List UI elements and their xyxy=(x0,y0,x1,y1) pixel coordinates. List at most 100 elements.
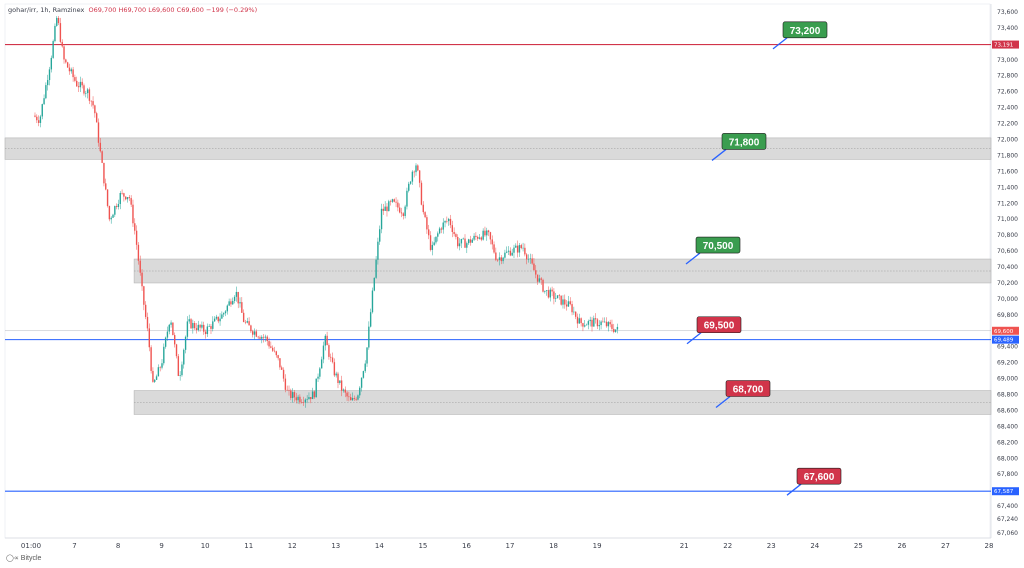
candle-down xyxy=(143,286,145,305)
candle-down xyxy=(551,289,553,292)
price-axis-tag-label: 69,489 xyxy=(994,338,1014,344)
x-tick-label: 7 xyxy=(72,542,76,550)
candle-up xyxy=(527,258,530,260)
candle-down xyxy=(146,316,149,329)
candle-down xyxy=(195,328,198,331)
candle-up xyxy=(435,236,437,243)
candle-up xyxy=(604,321,606,323)
candle-down xyxy=(451,225,454,232)
symbol-label: gohar/irr, 1h, Ramzinex xyxy=(8,6,85,14)
candle-down xyxy=(446,221,448,222)
candle-up xyxy=(208,326,210,327)
candle-down xyxy=(72,69,74,78)
x-tick-label: 8 xyxy=(116,542,120,550)
candle-down xyxy=(611,324,613,329)
candle-down xyxy=(426,217,428,230)
candle-down xyxy=(353,397,356,399)
candle-up xyxy=(186,321,189,337)
candle-up xyxy=(544,290,546,292)
candle-up xyxy=(466,243,468,248)
candle-down xyxy=(495,252,497,260)
candle-up xyxy=(357,395,359,400)
candle-down xyxy=(564,299,566,305)
candle-down xyxy=(259,337,261,339)
candle-up xyxy=(264,336,267,338)
candle-up xyxy=(235,291,238,297)
candle-up xyxy=(317,376,319,379)
candle-down xyxy=(95,113,98,123)
price-axis-tag-label: 73,191 xyxy=(994,43,1013,49)
y-tick-label: 71,400 xyxy=(997,184,1018,191)
candle-down xyxy=(330,356,332,358)
candle-up xyxy=(391,199,394,202)
y-tick-label: 71,000 xyxy=(997,216,1018,223)
candle-up xyxy=(168,324,170,332)
candle-up xyxy=(45,85,47,99)
candle-up xyxy=(342,389,345,391)
candle-down xyxy=(418,170,421,183)
candle-up xyxy=(473,235,475,240)
candle-up xyxy=(555,298,557,299)
watermark-text: Bitycle xyxy=(20,555,42,562)
x-tick-label: 27 xyxy=(941,542,950,550)
candle-up xyxy=(192,322,194,329)
watermark: ◯∝ Bitycle xyxy=(6,554,41,562)
candle-down xyxy=(496,259,499,261)
candle-up xyxy=(52,41,54,58)
candle-up xyxy=(233,296,236,301)
candle-up xyxy=(339,380,341,383)
candle-up xyxy=(351,397,354,401)
candle-down xyxy=(516,245,519,253)
candle-up xyxy=(219,318,221,322)
candle-down xyxy=(596,319,599,327)
candle-up xyxy=(315,378,317,398)
candle-down xyxy=(400,212,403,214)
candle-down xyxy=(349,397,352,401)
candle-down xyxy=(63,46,65,60)
candle-up xyxy=(518,245,521,253)
candle-up xyxy=(600,321,602,326)
candle-up xyxy=(360,377,363,388)
candle-down xyxy=(123,193,125,197)
candle-down xyxy=(509,250,512,256)
candle-up xyxy=(498,257,501,261)
candle-down xyxy=(301,402,303,403)
price-axis-tag xyxy=(992,487,1019,496)
level-label-text: 71,800 xyxy=(729,137,760,148)
candle-down xyxy=(282,369,285,379)
candle-up xyxy=(126,197,129,200)
y-tick-label: 67,800 xyxy=(997,471,1018,478)
candle-down xyxy=(281,367,283,370)
candle-up xyxy=(206,326,209,335)
candle-down xyxy=(348,396,350,398)
x-tick-label: 01:00 xyxy=(21,542,41,550)
candle-down xyxy=(159,367,161,368)
candle-down xyxy=(558,295,561,296)
x-tick-label: 12 xyxy=(288,542,297,550)
candle-up xyxy=(179,375,181,376)
candle-up xyxy=(157,367,160,377)
candle-down xyxy=(531,258,533,264)
candle-up xyxy=(573,311,575,313)
candle-down xyxy=(210,326,212,329)
candle-down xyxy=(273,350,276,352)
level-pointer-line xyxy=(686,332,702,345)
candle-down xyxy=(469,239,472,243)
candle-up xyxy=(598,325,600,327)
candle-down xyxy=(177,356,180,376)
candle-up xyxy=(380,208,383,230)
candle-up xyxy=(584,325,586,327)
x-tick-label: 11 xyxy=(244,542,253,550)
candle-up xyxy=(232,300,234,305)
candle-up xyxy=(119,192,121,204)
level-label-text: 68,700 xyxy=(733,385,764,396)
price-axis-tag xyxy=(992,40,1019,49)
candle-down xyxy=(340,380,343,391)
candle-up xyxy=(154,379,156,382)
x-tick-label: 17 xyxy=(506,542,515,550)
candle-down xyxy=(493,244,495,253)
candle-up xyxy=(549,289,551,298)
x-tick-label: 21 xyxy=(680,542,689,550)
candle-up xyxy=(335,373,337,376)
